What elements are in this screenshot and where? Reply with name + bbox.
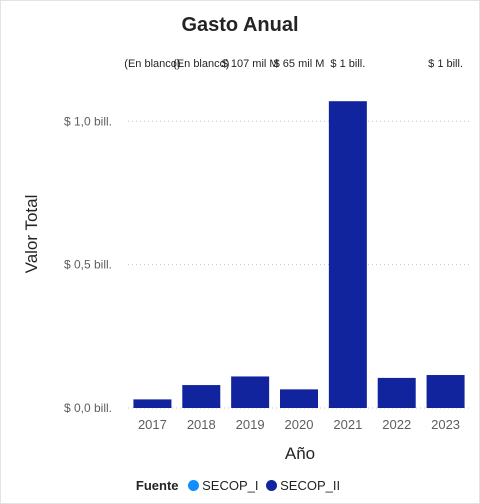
legend-label-secop-i: SECOP_I <box>202 478 259 493</box>
legend-label-secop-ii: SECOP_II <box>280 478 341 493</box>
bar[interactable] <box>377 377 416 408</box>
data-labels: (En blanco)(En blanco)$ 107 mil M$ 65 mi… <box>124 58 463 70</box>
bar[interactable] <box>182 385 221 408</box>
x-tick-label: 2023 <box>431 417 460 432</box>
data-label: $ 1 bill. <box>330 58 365 70</box>
data-label: $ 107 mil M <box>222 58 279 70</box>
y-axis-title: Valor Total <box>22 195 41 274</box>
y-axis-ticks: $ 0,0 bill. $ 0,5 bill. $ 1,0 bill. <box>64 114 112 415</box>
x-axis-title: Año <box>285 444 315 463</box>
data-label: (En blanco) <box>124 58 180 70</box>
bar[interactable] <box>328 101 367 408</box>
legend-item-secop-i[interactable]: SECOP_I <box>188 478 259 493</box>
legend: Fuente SECOP_I SECOP_II <box>0 478 480 493</box>
x-tick-label: 2021 <box>333 417 362 432</box>
x-tick-label: 2019 <box>236 417 265 432</box>
legend-item-secop-ii[interactable]: SECOP_II <box>266 478 340 493</box>
x-tick-label: 2017 <box>138 417 167 432</box>
data-label: $ 65 mil M <box>274 58 325 70</box>
x-tick-label: 2018 <box>187 417 216 432</box>
legend-swatch-secop-i <box>188 480 200 491</box>
chart-title: Gasto Anual <box>181 14 299 36</box>
data-label: $ 1 bill. <box>428 58 463 70</box>
bar[interactable] <box>426 375 465 408</box>
gridlines <box>128 120 470 409</box>
bars <box>133 101 465 408</box>
x-tick-label: 2022 <box>382 417 411 432</box>
bar[interactable] <box>280 389 318 408</box>
legend-title: Fuente <box>135 478 179 493</box>
bar[interactable] <box>231 376 270 408</box>
y-tick-label: $ 0,0 bill. <box>64 401 112 415</box>
data-label: (En blanco) <box>173 58 229 70</box>
y-tick-label: $ 1,0 bill. <box>64 114 112 128</box>
x-tick-label: 2020 <box>285 417 314 432</box>
bar[interactable] <box>133 399 172 408</box>
legend-swatch-secop-ii <box>266 480 278 491</box>
x-axis-ticks: 2017 2018 2019 2020 2021 2022 2023 <box>138 417 460 432</box>
y-tick-label: $ 0,5 bill. <box>64 258 112 272</box>
